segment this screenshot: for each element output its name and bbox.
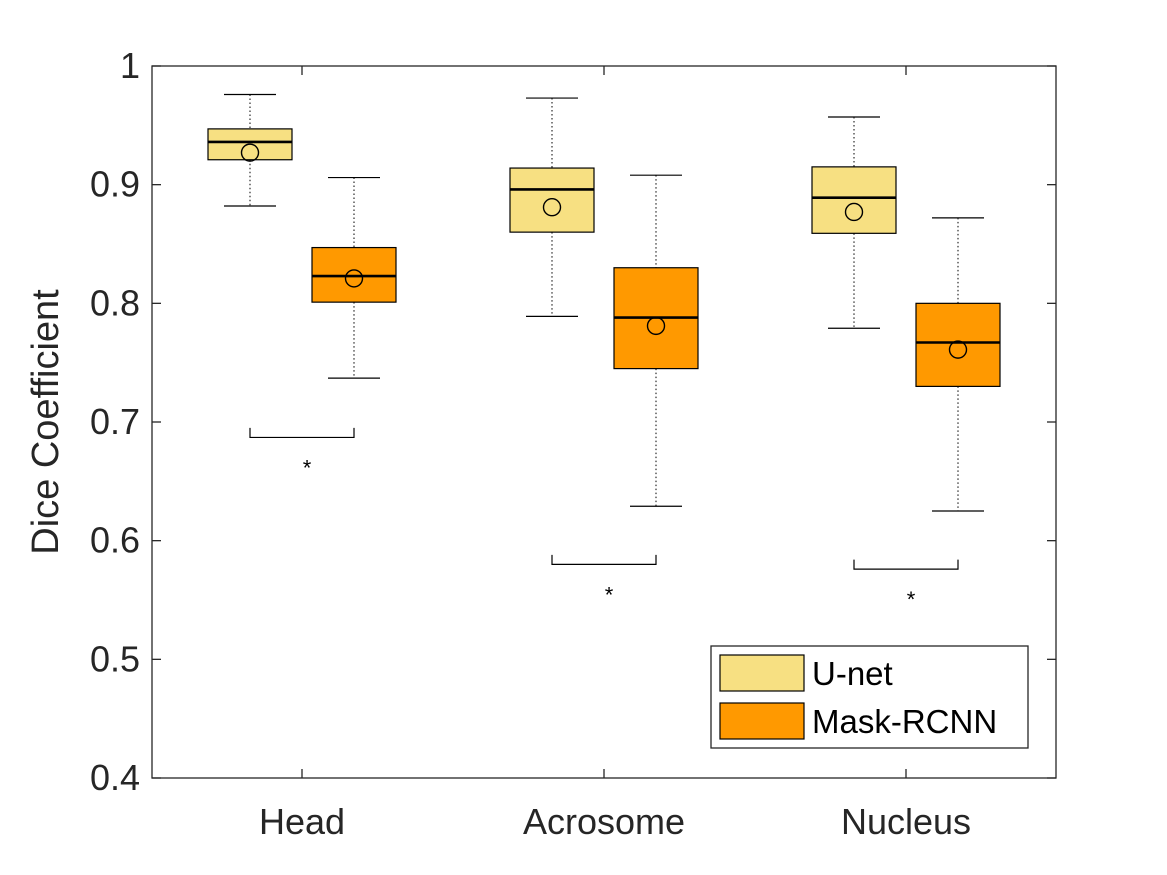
box-iqr bbox=[915, 302, 1001, 388]
chart-marks: 0.4 0.5 0.6 0.7 0.8 0.9 1 Head Acrosome Nucleus * *… bbox=[90, 45, 1056, 842]
mean-marker bbox=[948, 340, 968, 359]
significance-bracket-Acrosome: * bbox=[551, 554, 657, 607]
significance-bracket-Head: * bbox=[249, 427, 355, 480]
box-Mask-RCNN-Nucleus bbox=[915, 217, 1001, 512]
x-tick-label: Acrosome bbox=[523, 801, 685, 842]
legend-swatch-Mask-RCNN bbox=[719, 702, 805, 740]
mean-marker bbox=[844, 202, 864, 222]
y-tick-label: 0.6 bbox=[90, 520, 140, 561]
box-U-net-Acrosome bbox=[509, 97, 595, 317]
y-tick-label: 0.9 bbox=[90, 164, 140, 205]
legend: U-net Mask-RCNN bbox=[710, 645, 1029, 749]
x-tick-label: Head bbox=[259, 801, 345, 842]
box-Mask-RCNN-Acrosome bbox=[613, 174, 699, 507]
bracket-line bbox=[551, 554, 657, 565]
y-tick-label: 1 bbox=[120, 45, 140, 86]
box-iqr bbox=[509, 167, 595, 233]
mean-marker bbox=[240, 143, 260, 162]
mean-marker bbox=[542, 198, 562, 217]
significance-bracket-Nucleus: * bbox=[853, 559, 959, 612]
significance-star: * bbox=[605, 582, 614, 607]
bracket-line bbox=[853, 559, 959, 570]
box-iqr bbox=[811, 166, 897, 234]
y-tick-label: 0.8 bbox=[90, 282, 140, 323]
box-Mask-RCNN-Head bbox=[311, 176, 397, 379]
legend-label-Mask-RCNN: Mask-RCNN bbox=[812, 703, 997, 740]
x-tick-label: Nucleus bbox=[841, 801, 971, 842]
legend-label-U-net: U-net bbox=[812, 655, 893, 692]
significance-star: * bbox=[907, 587, 916, 612]
mean-marker bbox=[344, 269, 364, 288]
y-tick-label: 0.5 bbox=[90, 638, 140, 679]
y-tick-label: 0.7 bbox=[90, 401, 140, 442]
legend-swatch-U-net bbox=[719, 654, 805, 692]
box-U-net-Nucleus bbox=[811, 116, 897, 329]
significance-star: * bbox=[303, 455, 312, 480]
mean-marker bbox=[646, 316, 666, 336]
bracket-line bbox=[249, 427, 355, 439]
y-axis-title: Dice Coefficient bbox=[25, 289, 67, 555]
box-U-net-Head bbox=[207, 93, 293, 207]
y-tick-label: 0.4 bbox=[90, 757, 140, 798]
